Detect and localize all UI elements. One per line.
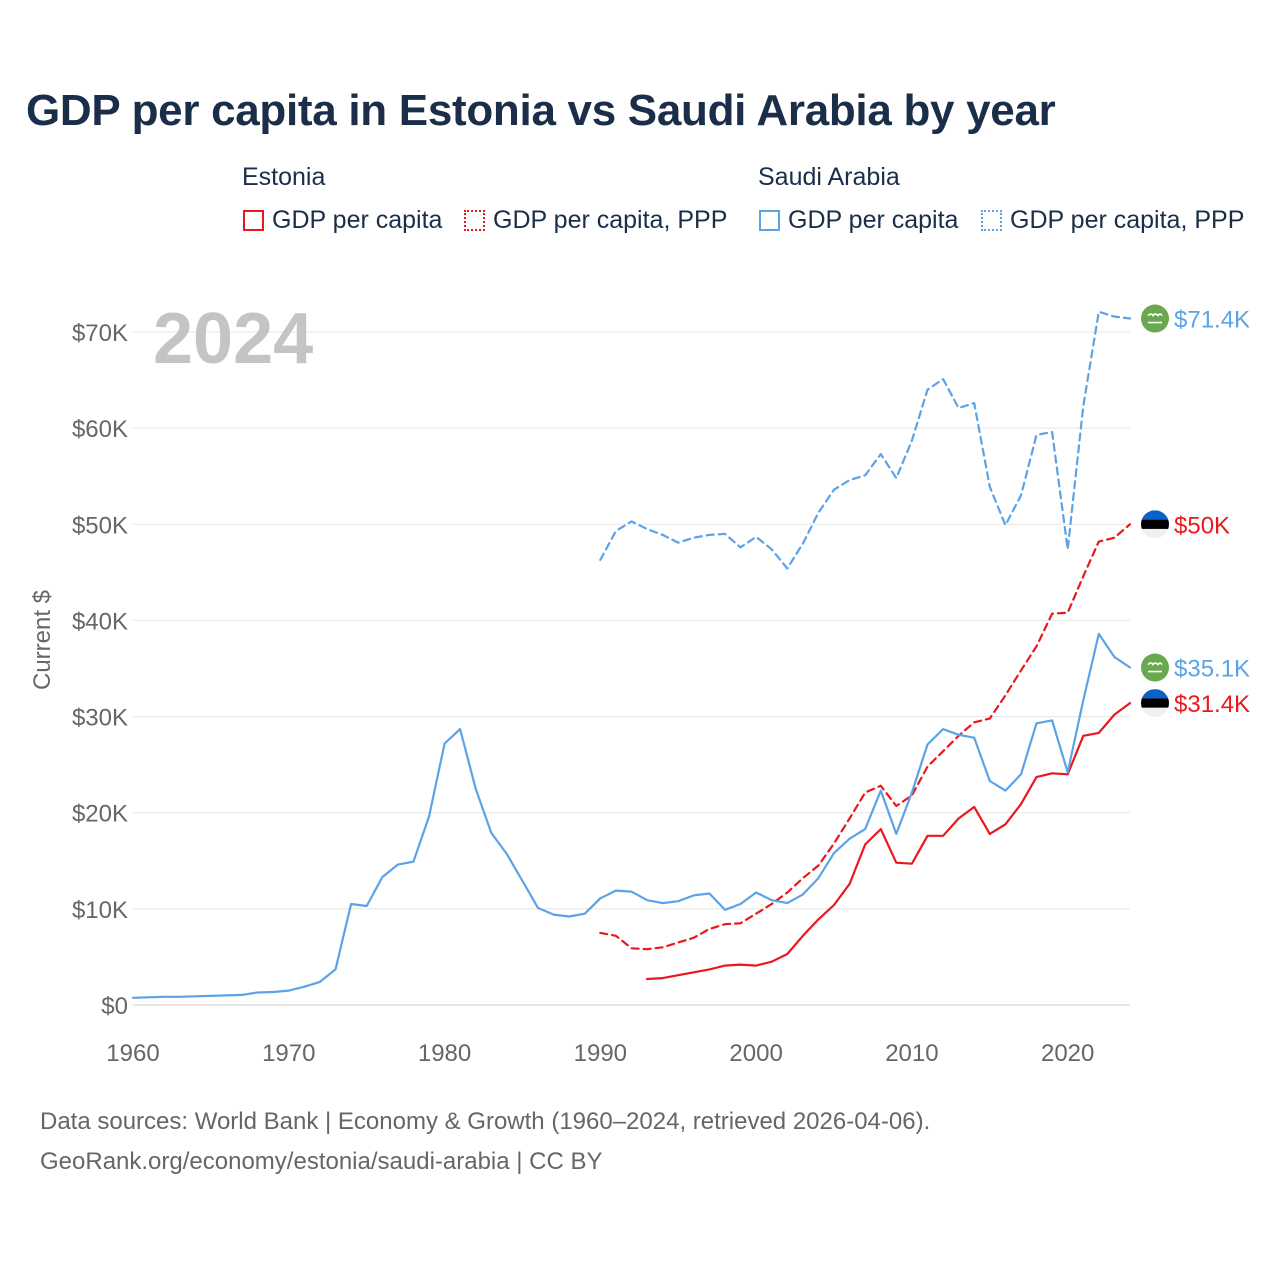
y-tick-label: $20K	[72, 801, 128, 828]
saudi-flag-script	[1147, 662, 1163, 666]
end-value-label: $31.4K	[1174, 691, 1250, 718]
y-tick-label: $40K	[72, 608, 128, 635]
grid	[133, 331, 1130, 1006]
x-tick-label: 2020	[1041, 1040, 1094, 1067]
legend-swatch-solid-blue	[759, 209, 780, 231]
year-watermark: 2024	[153, 299, 313, 379]
y-tick-label: $50K	[72, 512, 128, 539]
series-line-saudi-solid	[131, 632, 1132, 999]
x-tick-label: 1980	[418, 1040, 471, 1067]
footer-link[interactable]: GeoRank.org/economy/estonia/saudi-arabia…	[40, 1148, 603, 1175]
y-tick-label: $10K	[72, 897, 128, 924]
axes: $0 $10K $20K $30K $40K $50K $60K $70K 1960 1970 19…	[72, 320, 1094, 1067]
endpoints: $31.4K $50K $35.1K $71.4K	[1141, 304, 1250, 718]
x-tick-label: 2010	[885, 1040, 938, 1067]
series-line-estonia-dashed	[599, 523, 1132, 951]
flag-band-white	[1141, 528, 1169, 539]
legend-saudi-gdp[interactable]: GDP per capita	[759, 205, 958, 235]
legend-estonia-title: Estonia	[242, 163, 326, 191]
footer-sources: Data sources: World Bank | Economy & Gro…	[40, 1108, 931, 1135]
legend-label: GDP per capita, PPP	[493, 205, 728, 234]
y-tick-label: $0	[101, 993, 128, 1020]
y-tick-label: $30K	[72, 705, 128, 732]
end-value-label: $35.1K	[1174, 656, 1250, 683]
estonia-flag-icon	[1141, 689, 1169, 718]
flag-band-black	[1141, 698, 1169, 708]
chart-title: GDP per capita in Estonia vs Saudi Arabi…	[26, 86, 1056, 135]
flag-band-white	[1141, 707, 1169, 718]
end-value-label: $50K	[1174, 512, 1230, 539]
flag-band-blue	[1141, 510, 1169, 520]
legend-swatch-solid-red	[243, 209, 264, 231]
y-tick-label: $70K	[72, 320, 128, 347]
saudi-flag-icon	[1141, 653, 1169, 682]
series-line-estonia-solid	[645, 701, 1132, 981]
series-line-saudi-dashed	[599, 310, 1132, 570]
legend-saudi-gdp-ppp[interactable]: GDP per capita, PPP	[981, 205, 1244, 235]
legend-label: GDP per capita	[788, 205, 959, 234]
x-tick-label: 1990	[574, 1040, 627, 1067]
legend-label: GDP per capita, PPP	[1010, 205, 1245, 234]
estonia-flag-icon	[1141, 510, 1169, 539]
legend-label: GDP per capita	[272, 205, 443, 234]
legend-saudi-title: Saudi Arabia	[758, 163, 900, 191]
flag-band-blue	[1141, 689, 1169, 699]
y-tick-label: $60K	[72, 416, 128, 443]
legend-estonia-gdp-ppp[interactable]: GDP per capita, PPP	[464, 205, 727, 235]
x-tick-label: 1960	[106, 1040, 159, 1067]
x-tick-label: 1970	[262, 1040, 315, 1067]
saudi-flag-icon	[1141, 304, 1169, 333]
end-value-label: $71.4K	[1174, 307, 1250, 334]
flag-band-black	[1141, 519, 1169, 529]
series	[131, 310, 1132, 999]
legend-estonia-gdp[interactable]: GDP per capita	[243, 205, 442, 235]
saudi-flag-script	[1147, 313, 1163, 317]
legend-swatch-dotted-blue	[981, 209, 1002, 231]
y-axis-title: Current $	[29, 590, 56, 690]
x-tick-label: 2000	[729, 1040, 782, 1067]
legend-swatch-dotted-red	[464, 209, 485, 231]
